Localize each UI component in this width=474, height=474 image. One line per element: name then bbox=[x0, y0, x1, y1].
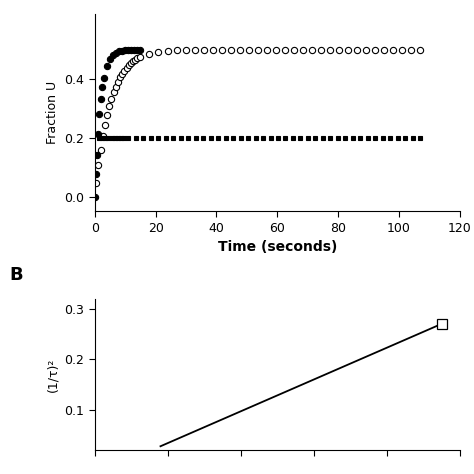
Text: B: B bbox=[9, 266, 23, 284]
Y-axis label: (1/τ)²: (1/τ)² bbox=[46, 357, 59, 392]
X-axis label: Time (seconds): Time (seconds) bbox=[218, 240, 337, 255]
Y-axis label: Fraction U: Fraction U bbox=[46, 81, 59, 145]
